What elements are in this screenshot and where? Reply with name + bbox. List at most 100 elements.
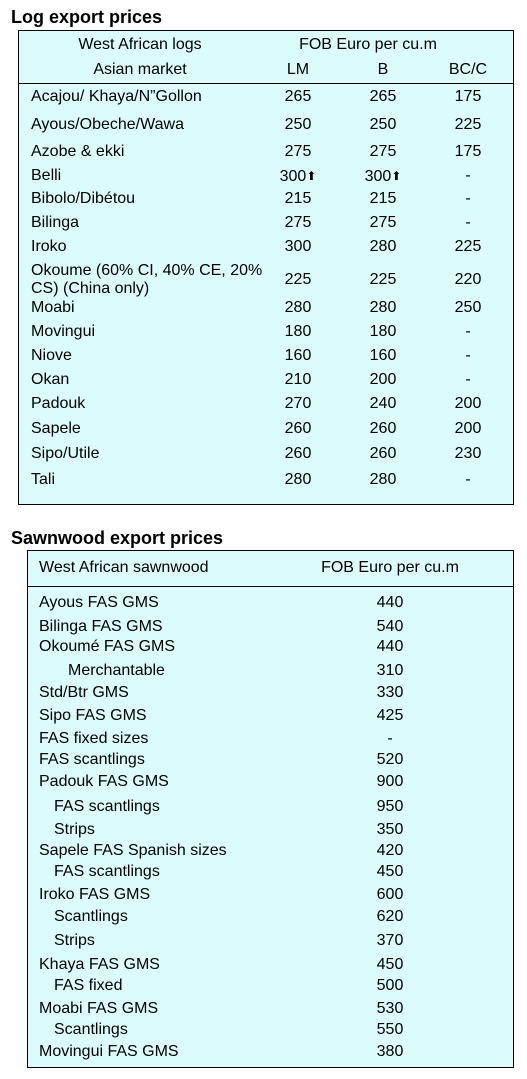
price-value: 260 [284,445,312,462]
table-row: Bilinga 275 275 - [19,214,513,232]
price-value: - [465,371,471,388]
table-row: FAS fixed 500 [28,977,513,995]
table-row: Moabi 280 280 250 [19,299,513,317]
price-value: 300 [279,168,307,185]
price-value: 175 [454,143,482,160]
table-row: Okoumé FAS GMS 440 [28,638,513,656]
species-name: Movingui [31,323,96,340]
price-value: 200 [369,371,397,388]
table-row: Acajou/ Khaya/N”Gollon 265 265 175 [19,88,513,106]
product-name: FAS fixed sizes [39,730,149,747]
price-value: 300 [284,238,312,255]
table-row: Khaya FAS GMS 450 [28,956,513,974]
price-value: 180 [284,323,312,340]
product-name: FAS fixed [54,977,123,994]
price-value: 275 [284,214,312,231]
price-lm: 275 [285,214,312,232]
table-row: Moabi FAS GMS 530 [28,1000,513,1018]
up-arrow-icon: ⬆ [306,169,317,183]
species-name: Sapele [31,420,81,437]
price-bcc: - [465,214,470,232]
header-fob-euro: FOB Euro per cu.m [299,36,437,53]
price-value: 280 [284,299,312,316]
species-name: Bibolo/Dibétou [31,190,136,207]
price-value: 230 [454,445,482,462]
species-name: Okan [31,371,70,388]
price-value: 210 [284,371,312,388]
table-row: Ayous FAS GMS 440 [28,594,513,612]
price-lm: 250 [285,116,312,134]
log-export-prices-title: Log export prices [11,7,163,27]
price-lm: 260 [285,445,312,463]
product-name: FAS scantlings [54,798,160,815]
table-row: Sapele 260 260 200 [19,420,513,438]
product-name: Scantlings [54,908,128,925]
table-row: Niove 160 160 - [19,347,513,365]
price-value: 250 [454,299,482,316]
price-bcc: - [465,471,470,489]
price-bcc: - [465,190,470,208]
product-name: Padouk FAS GMS [39,773,169,790]
product-name: Iroko FAS GMS [39,886,151,903]
price-value: - [465,323,471,340]
price-lm: 280 [285,299,312,317]
price-lm: 275 [285,143,312,161]
price-value: 440 [376,594,404,611]
price-b: 280 [370,299,397,317]
price-value: 440 [376,638,404,655]
species-name: Belli [31,167,62,184]
price-value: - [465,167,471,184]
table-row: Belli 300⬆ 300⬆ - [19,167,513,185]
price-value: 350 [376,821,404,838]
price-value: 380 [376,1043,404,1060]
log-prices-table: West African logs Asian market FOB Euro … [18,30,514,505]
price-value: 275 [369,143,397,160]
price-value: 500 [376,977,404,994]
price-lm: 210 [285,371,312,389]
price-value: 225 [454,238,482,255]
price-value: 520 [376,751,404,768]
price-bcc: 230 [455,445,482,463]
price-value: 225 [369,271,397,288]
species-name: Ayous/Obeche/Wawa [31,116,184,133]
header-west-african-sawnwood: West African sawnwood [39,559,209,576]
table-row: Strips 350 [28,821,513,839]
price-value: 330 [376,684,404,701]
price-value: 240 [369,395,397,412]
table-row: Okoume (60% CI, 40% CE, 20% CS) (China o… [19,262,513,298]
sawnwood-prices-table: West African sawnwood FOB Euro per cu.m … [27,550,514,1068]
price-value: 450 [376,956,404,973]
product-name: Sapele FAS Spanish sizes [39,842,227,859]
price-value: 220 [454,271,482,288]
price-value: 225 [284,271,312,288]
price-value: 200 [454,420,482,437]
table-row: Bilinga FAS GMS 540 [28,618,513,636]
price-value: - [465,471,471,488]
price-bcc: 225 [455,116,482,134]
sawnwood-export-prices-title: Sawnwood export prices [11,528,224,548]
price-value: 225 [454,116,482,133]
species-name: Moabi [31,299,75,316]
price-lm: 280 [285,471,312,489]
price-value: 260 [284,420,312,437]
price-value: 530 [376,1000,404,1017]
price-b: 260 [370,420,397,438]
price-bcc: - [465,371,470,389]
species-name: Iroko [31,238,67,255]
species-name: Acajou/ Khaya/N”Gollon [31,88,202,105]
price-value: 540 [376,618,404,635]
price-lm: 180 [285,323,312,341]
table-row: Tali 280 280 - [19,471,513,489]
species-name: Tali [31,471,56,488]
product-name: Okoumé FAS GMS [39,638,176,655]
price-b: 280 [370,238,397,256]
product-name: Bilinga FAS GMS [39,618,163,635]
price-b: 300⬆ [365,167,402,186]
header-asian-market: Asian market [93,61,187,78]
table-row: Strips 370 [28,932,513,950]
table-row: FAS scantlings 520 [28,751,513,769]
price-value: 265 [284,88,312,105]
price-lm: 215 [285,190,312,208]
price-value: 370 [376,932,404,949]
price-value: 550 [376,1021,404,1038]
